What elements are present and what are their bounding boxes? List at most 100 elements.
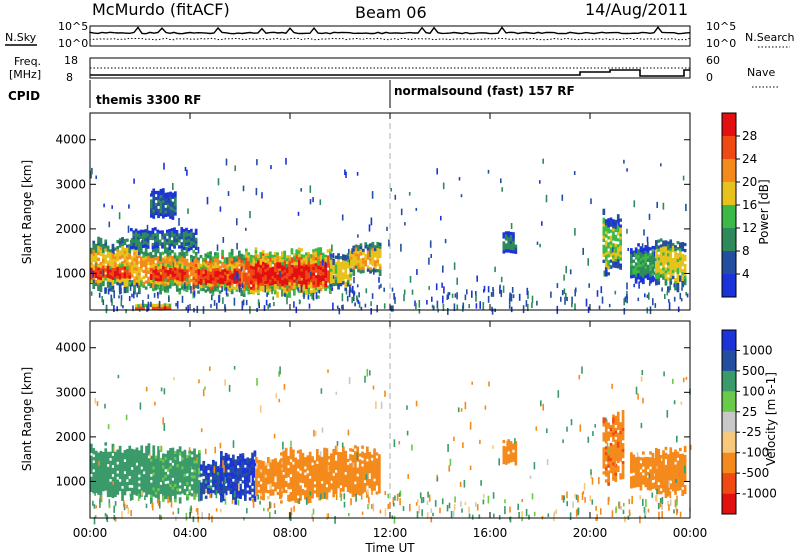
heatmap-cell [639,258,643,262]
heatmap-cell [346,280,350,284]
heatmap-cell [269,483,273,487]
heatmap-cell [251,473,254,477]
heatmap-cell [90,276,93,280]
heatmap-cell [502,451,506,456]
heatmap-cell [508,304,511,309]
heatmap-cell [337,467,340,471]
heatmap-cell [655,261,658,265]
heatmap-cell [276,265,280,269]
heatmap-cell [302,260,306,264]
heatmap-cell [181,463,184,467]
heatmap-cell [262,264,265,269]
heatmap-cell [667,286,670,290]
heatmap-cell [104,248,108,252]
heatmap-cell [257,254,260,258]
heatmap-cell [121,488,124,492]
heatmap-cell [135,249,139,253]
heatmap-cell [330,262,333,267]
heatmap-cell [317,259,320,264]
heatmap-cell [137,239,140,243]
heatmap-cell [361,478,364,482]
heatmap-cell [130,271,134,275]
heatmap-cell [169,206,172,210]
heatmap-cell [118,273,122,277]
heatmap-cell [104,245,108,249]
heatmap-cell [266,279,270,283]
heatmap-cell [332,259,336,263]
heatmap-cell [158,242,162,246]
heatmap-cell [332,451,336,456]
heatmap-cell [388,239,390,247]
heatmap-cell [289,456,293,460]
heatmap-cell [374,269,377,273]
heatmap-cell [616,441,620,445]
heatmap-cell [164,453,168,458]
heatmap-cell [214,268,217,272]
heatmap-cell [602,232,606,236]
heatmap-cell [262,470,265,474]
heatmap-cell [602,453,606,457]
heatmap-cell [111,276,115,281]
heatmap-cell [287,473,290,478]
heatmap-cell [211,265,215,269]
heatmap-cell [142,241,145,245]
heatmap-cell [375,452,379,456]
heatmap-cell [634,277,638,281]
heatmap-cell [214,485,218,489]
heatmap-cell [192,274,196,278]
heatmap-cell [604,467,608,471]
heatmap-cell [183,455,187,460]
heatmap-cell [130,478,134,483]
heatmap-cell [181,266,184,270]
heatmap-cell [133,449,136,453]
heatmap-cell [321,285,325,289]
heatmap-cell [276,282,279,286]
heatmap-cell [176,491,180,495]
heatmap-cell [298,284,301,288]
heatmap-cell [271,275,275,280]
heatmap-cell [646,258,650,262]
heatmap-cell [316,464,319,468]
heatmap-cell [235,280,239,284]
heatmap-cell [296,477,300,481]
heatmap-cell [476,275,478,282]
heatmap-cell [99,237,103,242]
heatmap-cell [616,262,620,266]
heatmap-cell [224,455,228,460]
heatmap-cell [121,275,124,279]
heatmap-cell [198,462,201,466]
heatmap-cell [161,307,165,311]
heatmap-cell [97,279,100,283]
heatmap-cell [271,465,275,469]
heatmap-cell [351,472,355,476]
heatmap-cell [246,475,250,479]
heatmap-cell [152,478,156,482]
heatmap-cell [154,278,158,282]
heatmap-cell [664,240,668,244]
heatmap-cell [435,283,438,291]
heatmap-cell [240,280,244,285]
heatmap-cell [655,264,658,268]
heatmap-cell [209,277,213,281]
heatmap-cell [350,259,353,263]
heatmap-cell [352,263,356,267]
heatmap-cell [178,252,182,256]
heatmap-cell [111,282,115,287]
heatmap-cell [109,255,112,259]
heatmap-cell [90,470,93,474]
heatmap-cell [190,286,192,294]
heatmap-cell [349,484,352,488]
heatmap-cell [359,249,363,253]
heatmap-cell [145,445,148,450]
heatmap-cell [97,491,100,495]
heatmap-cell [118,264,122,268]
heatmap-cell [639,273,643,277]
heatmap-cell [181,481,184,485]
heatmap-cell [152,454,156,458]
heatmap-cell [126,259,129,263]
heatmap-cell [219,271,222,275]
heatmap-cell [236,218,238,226]
heatmap-cell [298,299,301,305]
heatmap-cell [332,490,336,495]
heatmap-cell [111,458,115,463]
